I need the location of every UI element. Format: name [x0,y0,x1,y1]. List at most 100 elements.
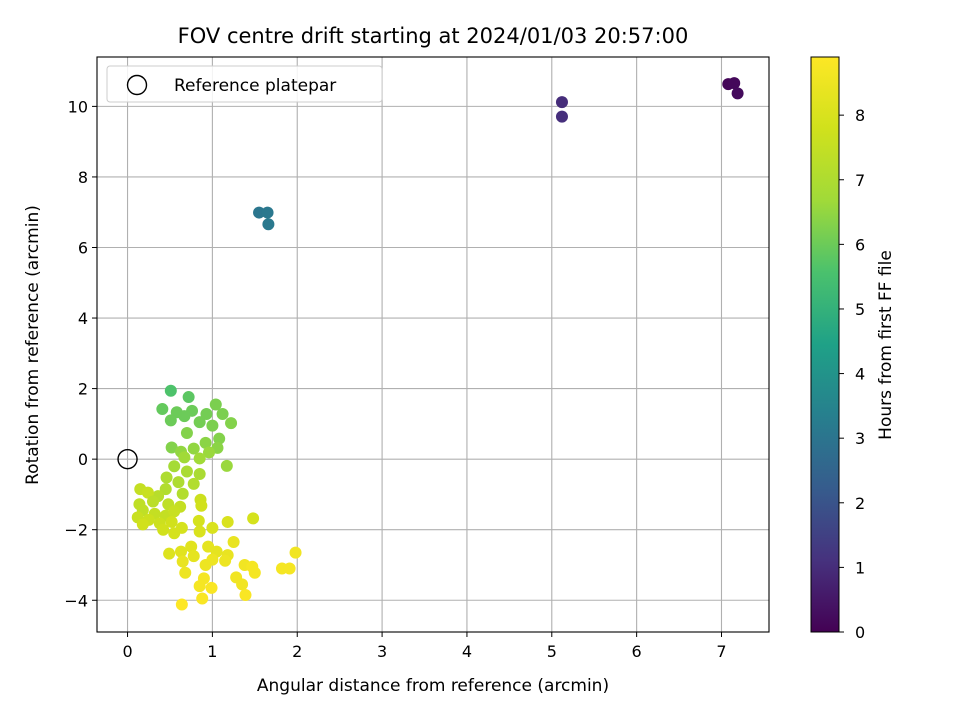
data-point [193,452,206,465]
reference-point [117,448,138,470]
data-point [175,521,188,534]
x-axis-ticks: 0 1 2 3 4 5 6 7 [122,632,727,661]
data-point [179,566,192,579]
data-point [253,206,266,219]
data-point [248,566,261,579]
data-point [203,446,215,459]
colorbar-tick-label: 1 [855,558,865,577]
data-point [197,572,210,585]
data-point [176,487,189,500]
data-point [200,407,213,420]
colorbar: 0 1 2 3 4 5 6 7 8 Hours from first FF file [810,56,896,642]
data-point [178,451,191,464]
data-point [283,562,296,575]
data-point [164,414,177,427]
colorbar-tick-label: 5 [855,300,865,319]
y-axis-label: Rotation from reference (arcmin) [23,205,43,485]
legend: Reference platepar [106,65,383,103]
data-point [168,460,181,473]
data-point [185,540,198,553]
y-tick-label: 4 [78,309,88,328]
data-point [165,515,178,528]
data-point [193,467,206,480]
data-point [221,515,234,528]
y-tick-label: 8 [78,168,88,187]
legend-reference-marker [126,74,148,96]
data-point [206,521,219,534]
data-point [159,483,172,496]
colorbar-tick-label: 6 [855,235,865,254]
data-point [187,550,200,563]
data-point [163,547,176,560]
data-point [247,512,260,525]
data-point [141,486,154,499]
x-tick-label: 4 [462,642,472,661]
data-point [178,410,191,423]
colorbar-tick-label: 3 [855,429,865,448]
data-point [213,432,226,445]
colorbar-gradient [810,56,840,633]
x-tick-label: 2 [292,642,302,661]
y-tick-label: −4 [64,591,88,610]
y-tick-label: 0 [78,450,88,469]
y-tick-label: −2 [64,521,88,540]
legend-entry-reference: Reference platepar [174,76,336,96]
data-point [175,598,188,611]
data-point [731,87,744,100]
data-point [236,578,249,591]
grid-lines [97,57,769,632]
data-point [187,477,200,490]
colorbar-tick-label: 7 [855,171,865,190]
x-tick-label: 5 [547,642,557,661]
data-point [193,525,206,538]
data-point [168,505,181,518]
x-tick-label: 3 [377,642,387,661]
x-axis-label: Angular distance from reference (arcmin) [257,676,609,696]
data-point [192,514,205,527]
data-point [195,499,208,512]
data-point [180,465,193,478]
data-point [193,416,206,429]
colorbar-tick-label: 0 [855,623,865,642]
y-tick-label: 6 [78,238,88,257]
data-point [239,588,252,601]
data-point [555,96,568,109]
data-point [157,523,170,536]
data-point [196,592,209,605]
x-tick-label: 1 [207,642,217,661]
plot-frame [96,56,770,633]
data-point [199,436,212,449]
data-point [156,403,169,416]
x-tick-label: 7 [716,642,726,661]
chart-title: FOV centre drift starting at 2024/01/03 … [178,24,689,48]
data-point [172,476,185,489]
data-point [180,427,193,440]
data-point [160,471,173,484]
legend-box [106,65,383,103]
data-point [289,546,302,559]
data-point [219,554,232,567]
reference-marker [117,448,138,470]
data-point [176,555,189,568]
data-point [206,553,219,566]
colorbar-tick-label: 8 [855,106,865,125]
data-point [220,459,233,472]
data-points [131,77,744,611]
data-point [164,384,177,397]
colorbar-label: Hours from first FF file [876,250,896,440]
data-point [227,536,240,549]
data-point [728,77,741,90]
data-point [209,398,222,411]
data-point [182,391,195,404]
colorbar-tick-label: 2 [855,494,865,513]
colorbar-ticks: 0 1 2 3 4 5 6 7 8 [839,106,865,642]
x-tick-label: 0 [122,642,132,661]
data-point [147,495,159,508]
colorbar-tick-label: 4 [855,365,865,384]
data-point [261,206,274,219]
data-point [136,518,149,531]
y-tick-label: 10 [68,97,88,116]
data-point [205,581,218,594]
y-axis-ticks: −4 −2 0 2 4 6 8 10 [64,97,97,610]
